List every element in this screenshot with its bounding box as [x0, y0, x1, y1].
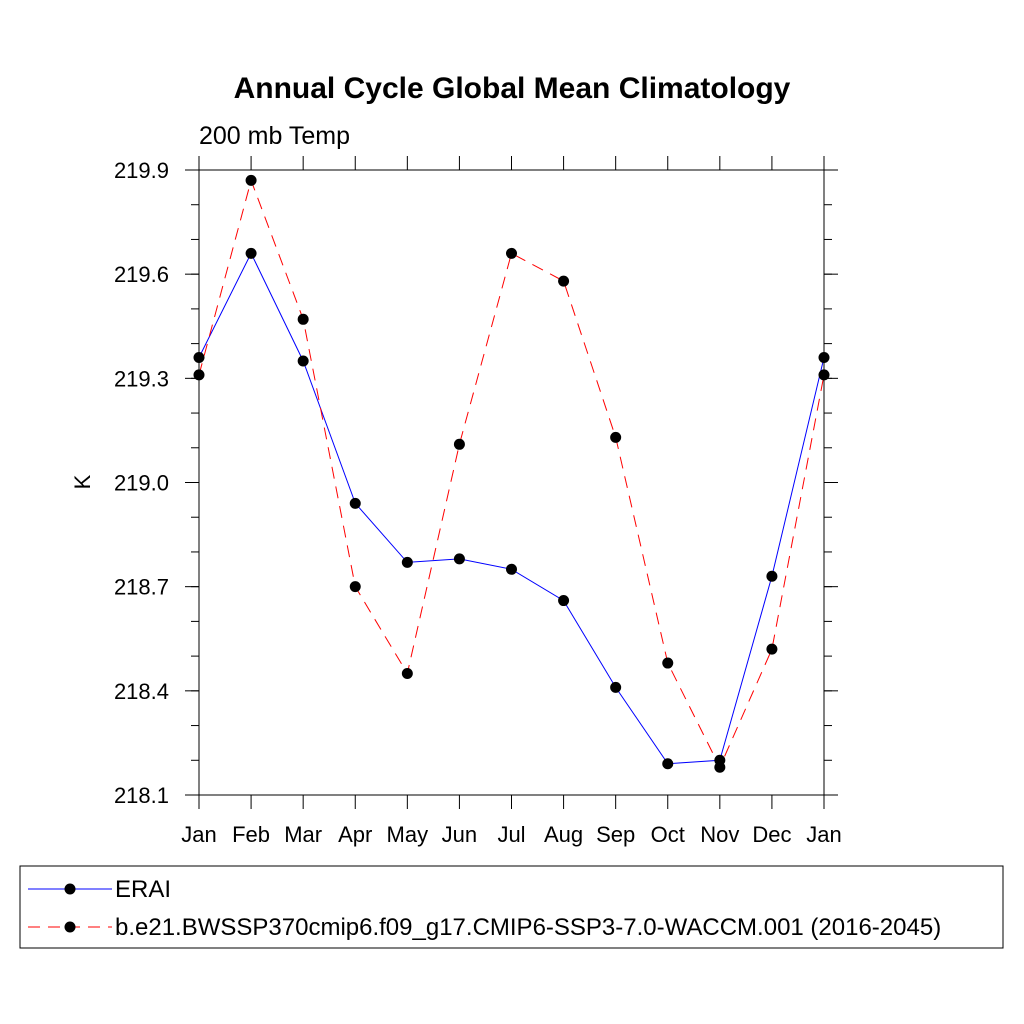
- x-tick-label: Jan: [181, 822, 216, 847]
- x-tick-label: Jan: [806, 822, 841, 847]
- legend-label-series-1: b.e21.BWSSP370cmip6.f09_g17.CMIP6-SSP3-7…: [115, 914, 941, 941]
- data-point-series-0: [193, 352, 205, 363]
- data-point-series-0: [506, 563, 517, 575]
- data-point-series-0: [662, 758, 674, 770]
- data-point-series-0: [349, 497, 361, 509]
- y-tick-label: 218.1: [114, 783, 169, 808]
- data-point-series-0: [818, 352, 830, 363]
- series-line-1: [198, 178, 825, 769]
- data-point-series-0: [401, 556, 413, 568]
- y-tick-label: 218.7: [114, 575, 169, 600]
- series-line-0: [198, 252, 825, 765]
- data-point-series-1: [453, 438, 465, 450]
- data-point-series-1: [506, 247, 517, 259]
- legend-label-series-0: ERAI: [115, 876, 171, 903]
- data-point-series-1: [662, 657, 674, 669]
- plot-frame: [198, 169, 825, 796]
- x-tick-label: Dec: [752, 822, 791, 847]
- data-point-series-1: [818, 369, 830, 381]
- x-tick-label: Sep: [596, 822, 635, 847]
- x-tick-label: Aug: [544, 822, 583, 847]
- x-tick-label: May: [387, 822, 429, 847]
- data-point-series-1: [558, 275, 570, 287]
- data-point-series-1: [714, 761, 726, 773]
- y-tick-label: 219.9: [114, 158, 169, 183]
- x-tick-label: Mar: [284, 822, 322, 847]
- legend-marker-series-0: [64, 883, 76, 895]
- data-point-series-1: [610, 431, 622, 443]
- data-point-series-0: [610, 681, 622, 693]
- legend-box: [19, 865, 1004, 949]
- x-tick-label: Apr: [338, 822, 372, 847]
- data-point-series-1: [766, 643, 778, 655]
- data-point-series-1: [349, 581, 361, 593]
- data-point-series-0: [297, 355, 309, 367]
- chart-subtitle: 200 mb Temp: [199, 122, 350, 150]
- data-point-series-0: [245, 247, 257, 259]
- y-tick-label: 219.6: [114, 262, 169, 287]
- legend-marker-series-1: [64, 921, 76, 933]
- x-tick-label: Oct: [651, 822, 685, 847]
- data-point-series-1: [193, 369, 205, 381]
- y-tick-label: 218.4: [114, 679, 169, 704]
- data-point-series-0: [766, 570, 778, 582]
- data-point-series-0: [558, 595, 570, 607]
- x-tick-label: Feb: [232, 822, 270, 847]
- data-point-series-1: [297, 313, 309, 325]
- x-tick-label: Jun: [442, 822, 477, 847]
- data-point-series-0: [453, 553, 465, 565]
- x-tick-label: Jul: [497, 822, 525, 847]
- data-point-series-1: [245, 174, 257, 186]
- y-axis-label: K: [70, 474, 95, 489]
- data-point-series-1: [401, 667, 413, 679]
- y-tick-label: 219.0: [114, 471, 169, 496]
- x-tick-label: Nov: [700, 822, 739, 847]
- chart-title: Annual Cycle Global Mean Climatology: [234, 72, 791, 105]
- y-tick-label: 219.3: [114, 366, 169, 391]
